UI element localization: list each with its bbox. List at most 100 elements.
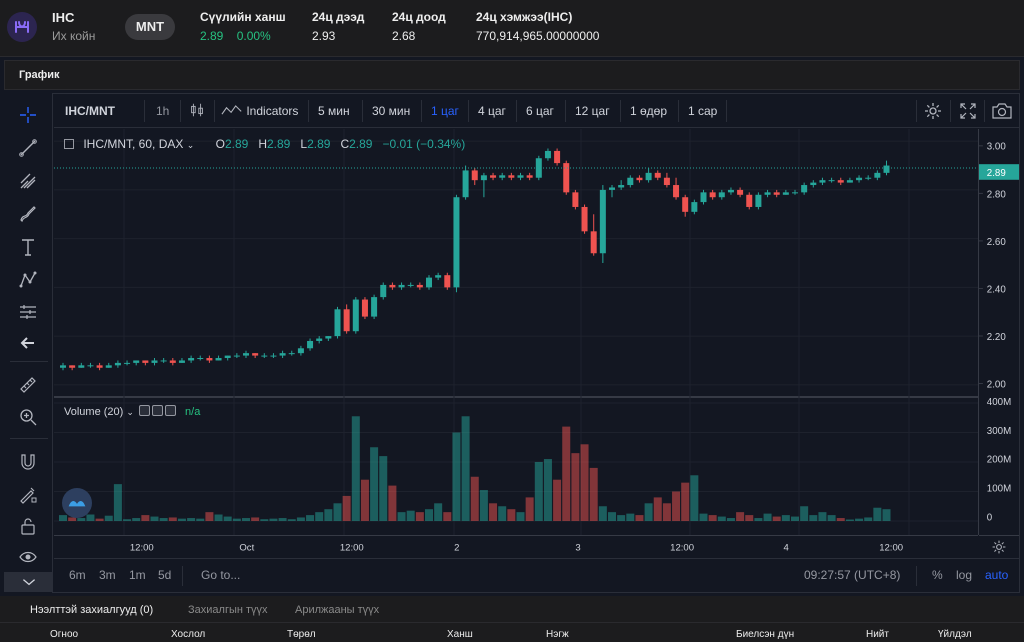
volume-bar bbox=[598, 506, 607, 521]
legend-h-label: H bbox=[258, 137, 267, 151]
tab-open-orders[interactable]: Нээлттэй захиалгууд (0) bbox=[30, 604, 154, 616]
interval-6h[interactable]: 6 цаг bbox=[526, 104, 554, 118]
go-to-button[interactable]: Go to... bbox=[201, 568, 241, 582]
volume-bar bbox=[672, 491, 681, 521]
interval-button[interactable]: 1h bbox=[156, 104, 170, 118]
volume-legend-label[interactable]: Volume (20) bbox=[64, 406, 124, 418]
tab-order-history[interactable]: Захиалгын түүх bbox=[188, 604, 268, 616]
trend-line-icon[interactable] bbox=[16, 136, 40, 160]
collapse-toolbar-button[interactable] bbox=[4, 572, 53, 592]
volume-bar bbox=[479, 490, 488, 521]
candle-body bbox=[361, 299, 368, 317]
volume-bar bbox=[534, 462, 543, 521]
interval-5min[interactable]: 5 мин bbox=[318, 104, 350, 118]
volume-tick-label: 300M bbox=[987, 426, 1011, 437]
volume-bar bbox=[507, 509, 516, 521]
candle-body bbox=[389, 284, 396, 288]
high-label: 24ц дээд bbox=[312, 10, 365, 24]
symbol-search-button[interactable]: IHC/MNT bbox=[65, 104, 115, 118]
unlock-icon[interactable] bbox=[16, 514, 40, 538]
gear-icon bbox=[992, 540, 1006, 553]
volume-stat: 24ц хэмжээ(IHC) 770,914,965.00000000 bbox=[476, 10, 599, 43]
volume-bar bbox=[168, 517, 177, 521]
close-icon[interactable] bbox=[164, 405, 176, 416]
candlestick-chart[interactable] bbox=[54, 129, 978, 535]
candle-body bbox=[426, 277, 432, 288]
ruler-icon[interactable] bbox=[16, 373, 40, 397]
tradingview-logo-icon[interactable] bbox=[62, 488, 92, 518]
legend-change: −0.01 (−0.34%) bbox=[382, 137, 466, 151]
indicators-button[interactable]: Indicators bbox=[221, 94, 298, 128]
chevron-down-icon[interactable]: ⌄ bbox=[186, 140, 195, 150]
auto-toggle[interactable]: auto bbox=[985, 568, 1009, 582]
chart-settings-button[interactable] bbox=[979, 535, 1019, 557]
fullscreen-icon[interactable] bbox=[958, 100, 978, 122]
pitchfork-icon[interactable] bbox=[16, 169, 40, 193]
time-tick-label: 12:00 bbox=[340, 542, 364, 553]
clock[interactable]: 09:27:57 (UTC+8) bbox=[804, 568, 901, 582]
lock-drawing-icon[interactable] bbox=[16, 482, 40, 506]
range-1m[interactable]: 1m bbox=[129, 568, 146, 582]
interval-1h[interactable]: 1 цаг bbox=[431, 104, 459, 118]
candle-body bbox=[462, 170, 469, 198]
brush-icon[interactable] bbox=[16, 202, 40, 226]
candle-body bbox=[435, 275, 442, 278]
chevron-down-icon[interactable]: ⌄ bbox=[126, 407, 134, 417]
interval-1d[interactable]: 1 өдөр bbox=[630, 104, 668, 118]
volume-bar bbox=[699, 513, 708, 521]
coin-logo-icon bbox=[7, 12, 37, 42]
tab-trade-history[interactable]: Арилжааны түүх bbox=[295, 604, 380, 616]
candle-body bbox=[700, 192, 707, 203]
toolbar-separator bbox=[565, 100, 566, 122]
price-axis[interactable]: 3.00 2.80 2.60 2.40 2.20 2.00 400M 300M 200M 100M… bbox=[978, 129, 1019, 535]
volume-bar bbox=[324, 509, 333, 521]
magnet-icon[interactable] bbox=[16, 450, 40, 474]
interval-30min[interactable]: 30 мин bbox=[372, 104, 411, 118]
column-amount: Нэгж bbox=[546, 629, 569, 640]
range-6m[interactable]: 6m bbox=[69, 568, 86, 582]
eye-icon[interactable] bbox=[16, 545, 40, 569]
volume-bar bbox=[379, 456, 388, 521]
pattern-icon[interactable] bbox=[16, 268, 40, 292]
collapse-legend-icon[interactable] bbox=[64, 139, 74, 149]
candle-body bbox=[746, 194, 753, 207]
volume-bar bbox=[360, 479, 369, 521]
high-value: 2.93 bbox=[312, 29, 336, 43]
last-price-tag-label: 2.89 bbox=[987, 168, 1006, 179]
interval-1mo[interactable]: 1 сар bbox=[688, 104, 718, 118]
percent-toggle[interactable]: % bbox=[932, 568, 943, 582]
candles-icon[interactable] bbox=[188, 94, 206, 128]
time-axis[interactable]: 12:00 Oct 12:00 2 3 12:00 4 12:00 bbox=[54, 535, 978, 557]
text-tool-icon[interactable] bbox=[16, 235, 40, 259]
candle-body bbox=[124, 362, 131, 364]
back-arrow-icon[interactable] bbox=[16, 331, 40, 355]
chart-section-header: График bbox=[4, 60, 1020, 90]
candle-body bbox=[691, 202, 698, 212]
candle-body bbox=[682, 197, 689, 212]
interval-4h[interactable]: 4 цаг bbox=[478, 104, 506, 118]
zoom-in-icon[interactable] bbox=[16, 405, 40, 429]
volume-bar bbox=[315, 512, 324, 521]
range-5d[interactable]: 5d bbox=[158, 568, 172, 582]
volume-bar bbox=[498, 506, 507, 521]
quote-currency-button[interactable]: MNT bbox=[125, 14, 175, 40]
eye-icon[interactable] bbox=[138, 405, 150, 416]
volume-bar bbox=[543, 459, 552, 521]
candle-body bbox=[87, 365, 94, 367]
candle-body bbox=[563, 163, 570, 193]
settings-icon[interactable] bbox=[151, 405, 163, 416]
candle-body bbox=[636, 177, 643, 181]
candle-body bbox=[206, 358, 213, 361]
interval-12h[interactable]: 12 цаг bbox=[575, 104, 610, 118]
legend-c-label: C bbox=[340, 137, 350, 151]
volume-bar bbox=[68, 517, 77, 521]
camera-icon[interactable] bbox=[991, 100, 1013, 122]
candle-body bbox=[133, 360, 140, 363]
settings-icon[interactable] bbox=[923, 100, 943, 122]
range-3m[interactable]: 3m bbox=[99, 568, 116, 582]
legend-symbol[interactable]: IHC/MNT, 60, DAX bbox=[83, 137, 184, 151]
log-toggle[interactable]: log bbox=[956, 568, 973, 582]
crosshair-icon[interactable] bbox=[16, 103, 40, 127]
prediction-icon[interactable] bbox=[16, 300, 40, 324]
volume-bar bbox=[772, 516, 781, 521]
